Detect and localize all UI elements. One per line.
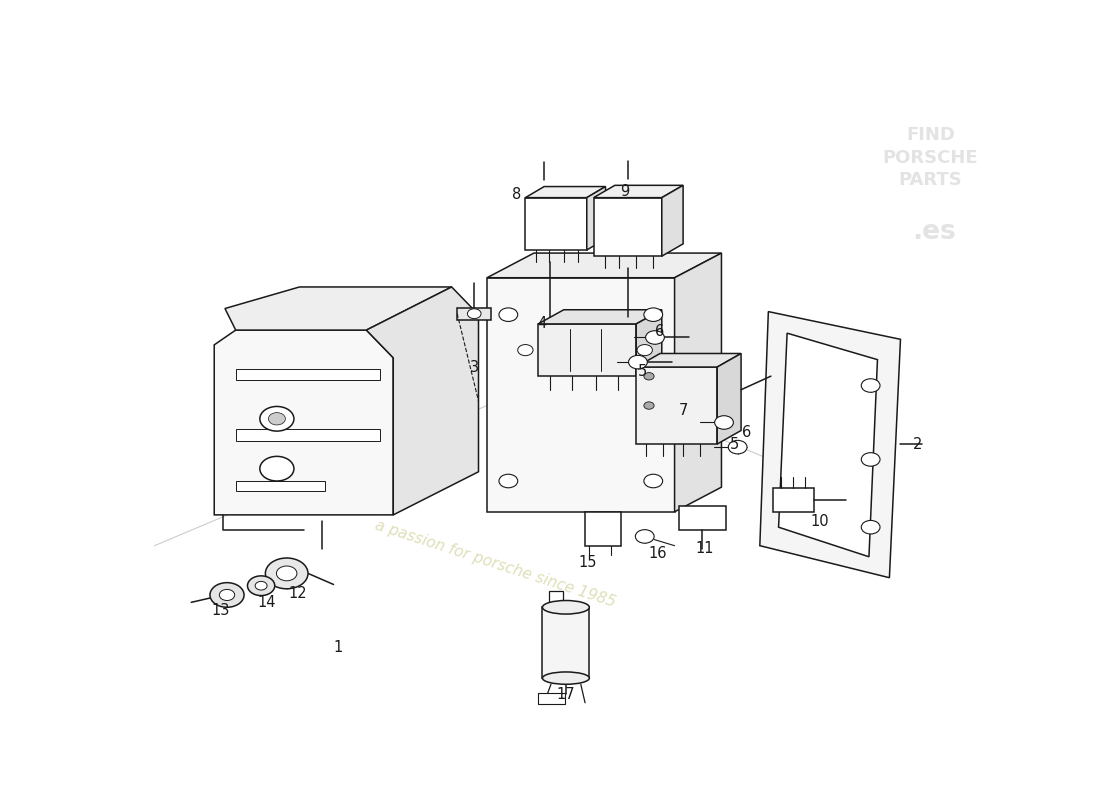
Bar	[585, 512, 620, 546]
Circle shape	[468, 309, 481, 318]
Bar	[235, 481, 326, 491]
Text: 16: 16	[648, 546, 667, 561]
Polygon shape	[760, 311, 901, 578]
Text: 10: 10	[811, 514, 828, 529]
Text: 15: 15	[579, 555, 597, 570]
Text: FIND
PORSCHE
PARTS: FIND PORSCHE PARTS	[882, 126, 978, 189]
Circle shape	[210, 582, 244, 607]
Circle shape	[637, 345, 652, 356]
Text: 12: 12	[288, 586, 307, 601]
Circle shape	[499, 474, 518, 488]
Text: 6: 6	[654, 324, 664, 339]
Circle shape	[861, 521, 880, 534]
Circle shape	[276, 566, 297, 581]
Circle shape	[499, 308, 518, 322]
Text: 13: 13	[211, 603, 230, 618]
Text: 14: 14	[257, 595, 276, 610]
Circle shape	[644, 402, 654, 410]
Polygon shape	[674, 253, 722, 512]
Circle shape	[646, 330, 664, 344]
Circle shape	[636, 530, 654, 543]
Text: 9: 9	[620, 184, 630, 199]
Text: 1: 1	[333, 640, 342, 655]
Circle shape	[644, 474, 662, 488]
Polygon shape	[487, 253, 722, 278]
Circle shape	[628, 355, 647, 369]
Circle shape	[728, 440, 747, 454]
Circle shape	[861, 453, 880, 466]
Polygon shape	[636, 354, 741, 367]
Polygon shape	[526, 198, 586, 250]
Text: a passion for porsche since 1985: a passion for porsche since 1985	[373, 518, 618, 610]
Polygon shape	[214, 330, 394, 515]
Ellipse shape	[542, 601, 590, 614]
Circle shape	[265, 558, 308, 589]
Polygon shape	[636, 310, 662, 376]
Bar	[538, 693, 565, 704]
Circle shape	[518, 345, 534, 356]
Bar	[542, 607, 590, 678]
Bar	[679, 506, 726, 530]
Polygon shape	[717, 354, 741, 444]
Text: 8: 8	[513, 187, 521, 202]
Polygon shape	[636, 367, 717, 444]
Text: .es: .es	[913, 218, 957, 245]
Polygon shape	[487, 278, 674, 512]
Polygon shape	[594, 186, 683, 198]
Text: 7: 7	[679, 402, 688, 418]
Circle shape	[219, 590, 234, 601]
Ellipse shape	[542, 672, 590, 684]
Text: 6: 6	[742, 426, 751, 441]
Text: 5: 5	[638, 364, 647, 379]
Polygon shape	[458, 307, 492, 320]
Polygon shape	[366, 287, 478, 515]
Text: 17: 17	[557, 687, 575, 702]
Circle shape	[715, 416, 734, 430]
Polygon shape	[586, 186, 605, 250]
Circle shape	[861, 378, 880, 392]
Circle shape	[260, 406, 294, 431]
Polygon shape	[662, 186, 683, 256]
Circle shape	[248, 576, 275, 595]
Polygon shape	[538, 310, 662, 324]
Circle shape	[260, 456, 294, 481]
Circle shape	[644, 373, 654, 380]
Text: 4: 4	[538, 317, 547, 331]
Polygon shape	[526, 186, 605, 198]
Text: 2: 2	[913, 437, 922, 451]
Polygon shape	[779, 333, 878, 557]
Text: 11: 11	[695, 542, 714, 556]
Circle shape	[268, 413, 285, 425]
Circle shape	[255, 582, 267, 590]
Bar	[549, 591, 563, 607]
Bar	[235, 369, 381, 380]
Text: 3: 3	[470, 359, 478, 374]
Polygon shape	[538, 324, 636, 376]
Circle shape	[644, 308, 662, 322]
Polygon shape	[594, 198, 662, 256]
Polygon shape	[226, 287, 452, 330]
Bar	[772, 488, 814, 512]
Text: 5: 5	[729, 437, 739, 451]
Bar	[235, 429, 381, 441]
